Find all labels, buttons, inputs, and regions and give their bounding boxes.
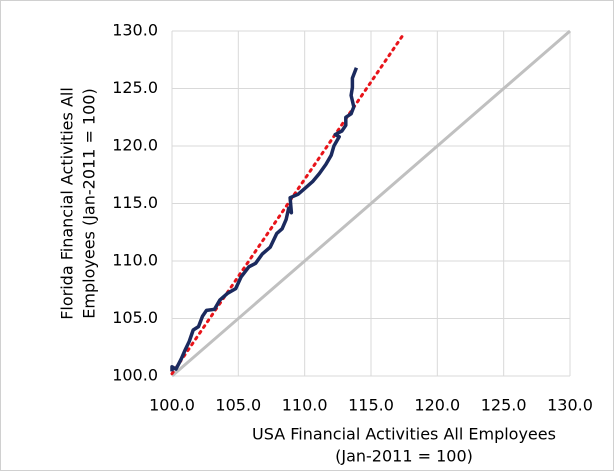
y-tick-label: 130.0 bbox=[112, 21, 158, 40]
y-tick-label: 115.0 bbox=[112, 193, 158, 212]
x-tick-label: 120.0 bbox=[414, 396, 460, 415]
series-line bbox=[170, 67, 359, 372]
y-tick-label: 120.0 bbox=[112, 136, 158, 155]
y-axis-label: Florida Financial Activities All bbox=[58, 87, 77, 320]
y-tick-label: 105.0 bbox=[112, 308, 158, 327]
x-tick-label: 115.0 bbox=[348, 396, 394, 415]
y-tick-label: 125.0 bbox=[112, 78, 158, 97]
y-axis-label: Employees (Jan-2011 = 100) bbox=[80, 88, 99, 318]
y-tick-label: 110.0 bbox=[112, 251, 158, 270]
x-tick-label: 125.0 bbox=[481, 396, 527, 415]
x-tick-label: 100.0 bbox=[149, 396, 195, 415]
y-tick-label: 100.0 bbox=[112, 366, 158, 385]
x-tick-label: 105.0 bbox=[215, 396, 261, 415]
x-axis-label: (Jan-2011 = 100) bbox=[335, 447, 473, 466]
x-axis-label: USA Financial Activities All Employees bbox=[252, 425, 556, 444]
x-tick-label: 110.0 bbox=[282, 396, 328, 415]
x-tick-label: 130.0 bbox=[547, 396, 593, 415]
series-line bbox=[171, 29, 571, 378]
series-line bbox=[170, 31, 406, 376]
